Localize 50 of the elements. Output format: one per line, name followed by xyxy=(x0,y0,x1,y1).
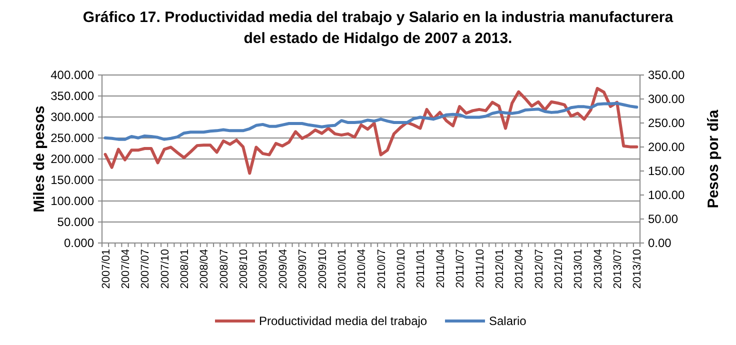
y2-tick-label: 150.00 xyxy=(648,164,686,178)
legend-label: Productividad media del trabajo xyxy=(259,314,428,328)
x-tick-label: 2010/04 xyxy=(356,249,368,289)
x-tick-label: 2010/01 xyxy=(336,249,348,289)
y-tick-label: 300.000 xyxy=(50,110,94,124)
x-tick-label: 2009/07 xyxy=(297,249,310,289)
y-tick-label: 400.000 xyxy=(50,68,94,82)
x-tick-label: 2009/10 xyxy=(316,249,329,289)
x-tick-label: 2007/07 xyxy=(140,249,152,289)
chart-title: Gráfico 17. Productividad media del trabajo y Salario en la industria manufacturera del estado de Hidalgo de 2007 a 2013. xyxy=(82,9,674,47)
y2-tick-label: 100.00 xyxy=(648,188,686,202)
y-tick-label: 100.000 xyxy=(50,194,94,208)
y2-axis-title: Pesos por día xyxy=(705,109,722,208)
y-tick-label: 50.000 xyxy=(57,215,94,229)
x-tick-label: 2011/10 xyxy=(474,249,486,288)
x-tick-label: 2009/04 xyxy=(277,249,290,289)
y-tick-label: 150.000 xyxy=(50,173,94,187)
x-tick-label: 2007/01 xyxy=(100,249,112,289)
y2-tick-label: 250.00 xyxy=(648,116,686,130)
x-tick-label: 2012/10 xyxy=(552,249,565,289)
x-tick-label: 2013/04 xyxy=(592,249,604,289)
y-tick-label: 250.000 xyxy=(50,131,94,145)
y2-tick-label: 350.00 xyxy=(648,68,686,82)
y-tick-label: 200.000 xyxy=(50,152,94,166)
x-tick-label: 2012/01 xyxy=(494,249,506,289)
x-tick-label: 2013/01 xyxy=(572,249,585,289)
x-tick-label: 2011/07 xyxy=(454,249,467,288)
y2-tick-label: 300.00 xyxy=(648,92,686,106)
x-tick-label: 2013/10 xyxy=(632,249,644,289)
y2-tick-label: 200.00 xyxy=(648,140,686,154)
x-tick-label: 2010/07 xyxy=(376,249,388,289)
x-tick-label: 2008/07 xyxy=(218,249,230,289)
x-tick-label: 2011/04 xyxy=(434,249,447,288)
y2-tick-label: 50.00 xyxy=(648,212,678,226)
x-tick-label: 2012/07 xyxy=(533,249,546,289)
y-axis-title: Miles de pesos xyxy=(31,106,48,212)
x-tick-label: 2008/04 xyxy=(198,249,211,289)
x-tick-label: 2007/04 xyxy=(120,249,132,289)
x-tick-label: 2013/07 xyxy=(612,249,624,289)
x-tick-label: 2011/01 xyxy=(415,249,428,288)
x-tick-label: 2007/10 xyxy=(159,249,172,289)
x-tick-label: 2008/01 xyxy=(179,249,192,289)
y-tick-label: 350.000 xyxy=(50,89,94,103)
x-tick-label: 2012/04 xyxy=(514,249,526,289)
y2-tick-label: 0.00 xyxy=(648,236,672,250)
y-tick-label: 0.000 xyxy=(64,236,94,250)
x-tick-label: 2009/01 xyxy=(258,249,270,289)
x-tick-label: 2010/10 xyxy=(396,249,408,289)
x-tick-label: 2008/10 xyxy=(238,249,250,289)
legend-label: Salario xyxy=(489,314,527,328)
